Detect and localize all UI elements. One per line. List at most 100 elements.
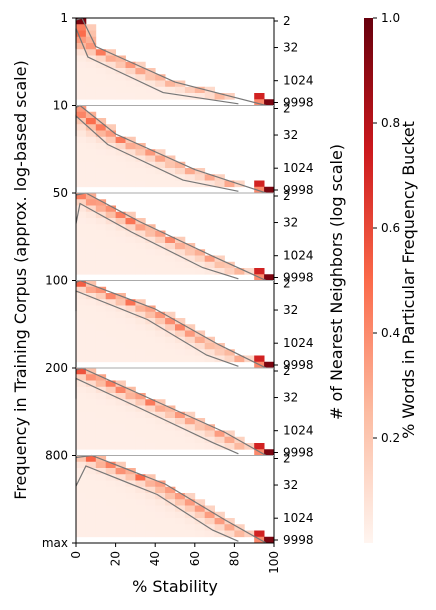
heatmap-cell: [95, 418, 107, 425]
heatmap-cell: [204, 524, 215, 531]
heatmap-cell: [135, 505, 146, 513]
heatmap-cell: [105, 336, 116, 344]
heatmap-cell: [175, 249, 186, 256]
heatmap-cell: [85, 305, 97, 313]
heatmap-cell: [76, 18, 87, 25]
heatmap-cell: [85, 118, 97, 125]
heatmap-cell: [115, 330, 126, 338]
heatmap-cell: [105, 380, 116, 388]
heatmap-cell: [76, 405, 87, 413]
neighbor-tick-label: 9998: [283, 358, 314, 372]
heatmap-cell: [125, 330, 136, 338]
heatmap-cell: [175, 261, 186, 269]
heatmap-cell: [184, 518, 196, 525]
heatmap-cell: [76, 93, 87, 100]
heatmap-cell: [85, 36, 97, 44]
heatmap-cell: [175, 236, 186, 244]
neighbor-tick-label: 32: [283, 128, 298, 142]
panel-dividers: [76, 105, 274, 456]
heatmap-cell: [95, 80, 107, 88]
heatmap-cell: [105, 180, 116, 188]
heatmap-cell: [184, 330, 196, 338]
heatmap-cell: [95, 474, 107, 481]
heatmap-cell: [125, 511, 136, 519]
heatmap-cell: [95, 343, 107, 350]
heatmap-cell: [125, 168, 136, 175]
heatmap-cell: [85, 393, 97, 400]
heatmap-cell: [76, 174, 87, 181]
heatmap-cell: [105, 136, 116, 144]
heatmap-cell: [115, 399, 126, 406]
heatmap-cell: [184, 355, 196, 363]
heatmap-cell: [105, 55, 116, 63]
heatmap-cell: [95, 118, 107, 125]
heatmap-cell: [95, 149, 107, 156]
heatmap-cell: [125, 255, 136, 263]
heatmap-cell: [105, 480, 116, 488]
heatmap-cell: [76, 511, 87, 519]
heatmap-cell: [175, 180, 186, 188]
heatmap-cell: [85, 205, 97, 213]
heatmap-cell: [115, 55, 126, 63]
heatmap-cell: [145, 349, 156, 356]
heatmap-cell: [145, 443, 156, 450]
heatmap-cell: [125, 230, 136, 238]
heatmap-cell: [115, 418, 126, 425]
heatmap-cell: [125, 505, 136, 513]
heatmap-cell: [145, 80, 156, 88]
heatmap-cell: [115, 143, 126, 150]
heatmap-cell: [125, 468, 136, 475]
heatmap-cell: [76, 161, 87, 169]
heatmap-cell: [145, 230, 156, 238]
heatmap-cell: [105, 324, 116, 331]
heatmap-cell: [76, 74, 87, 81]
heatmap-cell: [95, 74, 107, 81]
heatmap-cell: [125, 305, 136, 313]
heatmap-cell: [95, 399, 107, 406]
heatmap-cell: [145, 399, 156, 406]
heatmap-cell: [85, 43, 97, 50]
neighbor-tick-label: 32: [283, 391, 298, 405]
heatmap-cell: [95, 86, 107, 94]
heatmap-cell: [155, 336, 166, 344]
heatmap-cell: [184, 430, 196, 438]
heatmap-cell: [105, 311, 116, 319]
heatmap-cell: [76, 199, 87, 206]
heatmap-cell: [135, 93, 146, 100]
heatmap-cell: [85, 380, 97, 388]
heatmap-cell: [115, 461, 126, 469]
heatmap-cell: [204, 180, 215, 188]
heatmap-cell: [105, 155, 116, 163]
heatmap-cell: [115, 149, 126, 156]
heatmap-cell: [135, 68, 146, 75]
heatmap-cell: [254, 355, 265, 363]
heatmap-cell: [105, 330, 116, 338]
heatmap-cell: [95, 480, 107, 488]
heatmap-cell: [85, 243, 97, 250]
heatmap-cell: [85, 411, 97, 419]
neighbor-tick-label: 2: [283, 364, 291, 378]
heatmap-cell: [184, 249, 196, 256]
heatmap-cell: [135, 74, 146, 81]
heatmap-cell: [145, 261, 156, 269]
heatmap-cell: [85, 343, 97, 350]
heatmap-cell: [165, 311, 176, 319]
heatmap-cell: [85, 311, 97, 319]
heatmap-cell: [76, 418, 87, 425]
heatmap-cell: [204, 343, 215, 350]
heatmap-cell: [95, 436, 107, 444]
heatmap-cell: [145, 180, 156, 188]
heatmap-cell: [244, 268, 255, 275]
heatmap-cell: [145, 255, 156, 263]
heatmap-cell: [115, 355, 126, 363]
heatmap-cell: [165, 86, 176, 94]
heatmap-cell: [165, 268, 176, 275]
heatmap-cell: [155, 418, 166, 425]
heatmap-cell: [165, 436, 176, 444]
heatmap-cell: [95, 380, 107, 388]
heatmap-cell: [135, 149, 146, 156]
heatmap-cell: [155, 149, 166, 156]
heatmap-cell: [95, 143, 107, 150]
heatmap-cell: [115, 324, 126, 331]
neighbor-tick-label: 2: [283, 14, 291, 28]
